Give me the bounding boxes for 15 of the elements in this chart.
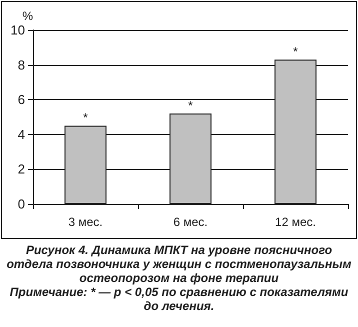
text: Примечание: * — p < 0,05 по сравнению с показателями до лечения. [8, 285, 350, 313]
annotation: * [293, 44, 298, 59]
y-tick-label: 0 [18, 196, 25, 212]
annotation: * [83, 110, 88, 125]
text: Рисунок 4. Динамика МПКТ на уровне поясничного отдела позвоночника у женщин с постменопаузальным остеопорозом на фоне терапии [6, 243, 352, 285]
y-tick-label: 8 [18, 57, 25, 72]
y-tick-label: 4 [18, 126, 25, 142]
x-tick-label: 6 мес. [173, 215, 208, 229]
y-axis-title: % [22, 9, 34, 23]
x-tick-label: 12 мес. [275, 215, 316, 229]
y-tick-label: 6 [18, 92, 25, 108]
x-tick-label: 3 мес. [68, 215, 103, 229]
y-tick-label: 10 [10, 22, 25, 38]
y-tick-label: 2 [18, 162, 25, 177]
annotation: * [188, 98, 194, 113]
